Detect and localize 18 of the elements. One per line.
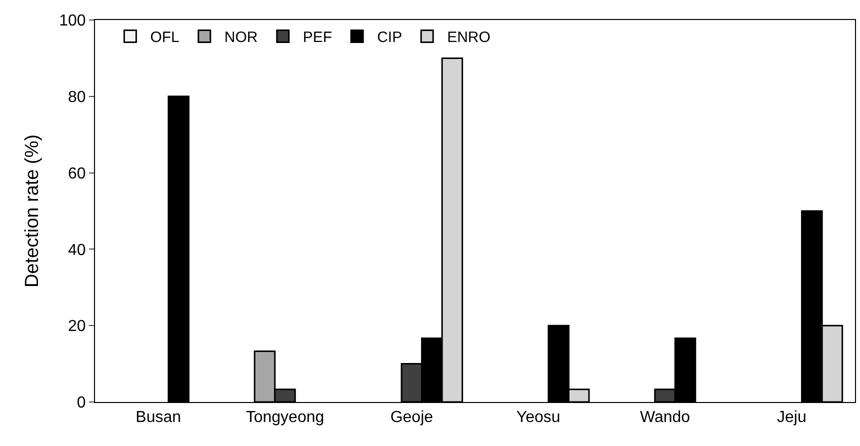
y-tick-label: 80	[68, 89, 86, 106]
legend-label: ENRO	[447, 29, 490, 46]
legend-label: CIP	[377, 29, 402, 46]
y-tick-label: 20	[68, 318, 86, 336]
x-tick-label: Jeju	[776, 409, 806, 426]
x-tick-label: Geoje	[390, 409, 434, 426]
legend-label: OFL	[150, 29, 180, 46]
y-axis-title: Detection rate (%)	[22, 134, 43, 288]
x-tick-label: Busan	[136, 409, 182, 426]
y-tick-label: 100	[59, 12, 86, 30]
y-tick-label: 0	[76, 394, 86, 412]
x-tick-label: Wando	[640, 409, 690, 426]
legend-label: PEF	[302, 29, 332, 46]
legend-label: NOR	[224, 29, 258, 46]
x-tick-label: Yeosu	[516, 409, 560, 426]
y-tick-label: 60	[68, 165, 86, 182]
y-tick-label: 40	[68, 242, 86, 259]
x-tick-label: Tongyeong	[246, 409, 324, 426]
